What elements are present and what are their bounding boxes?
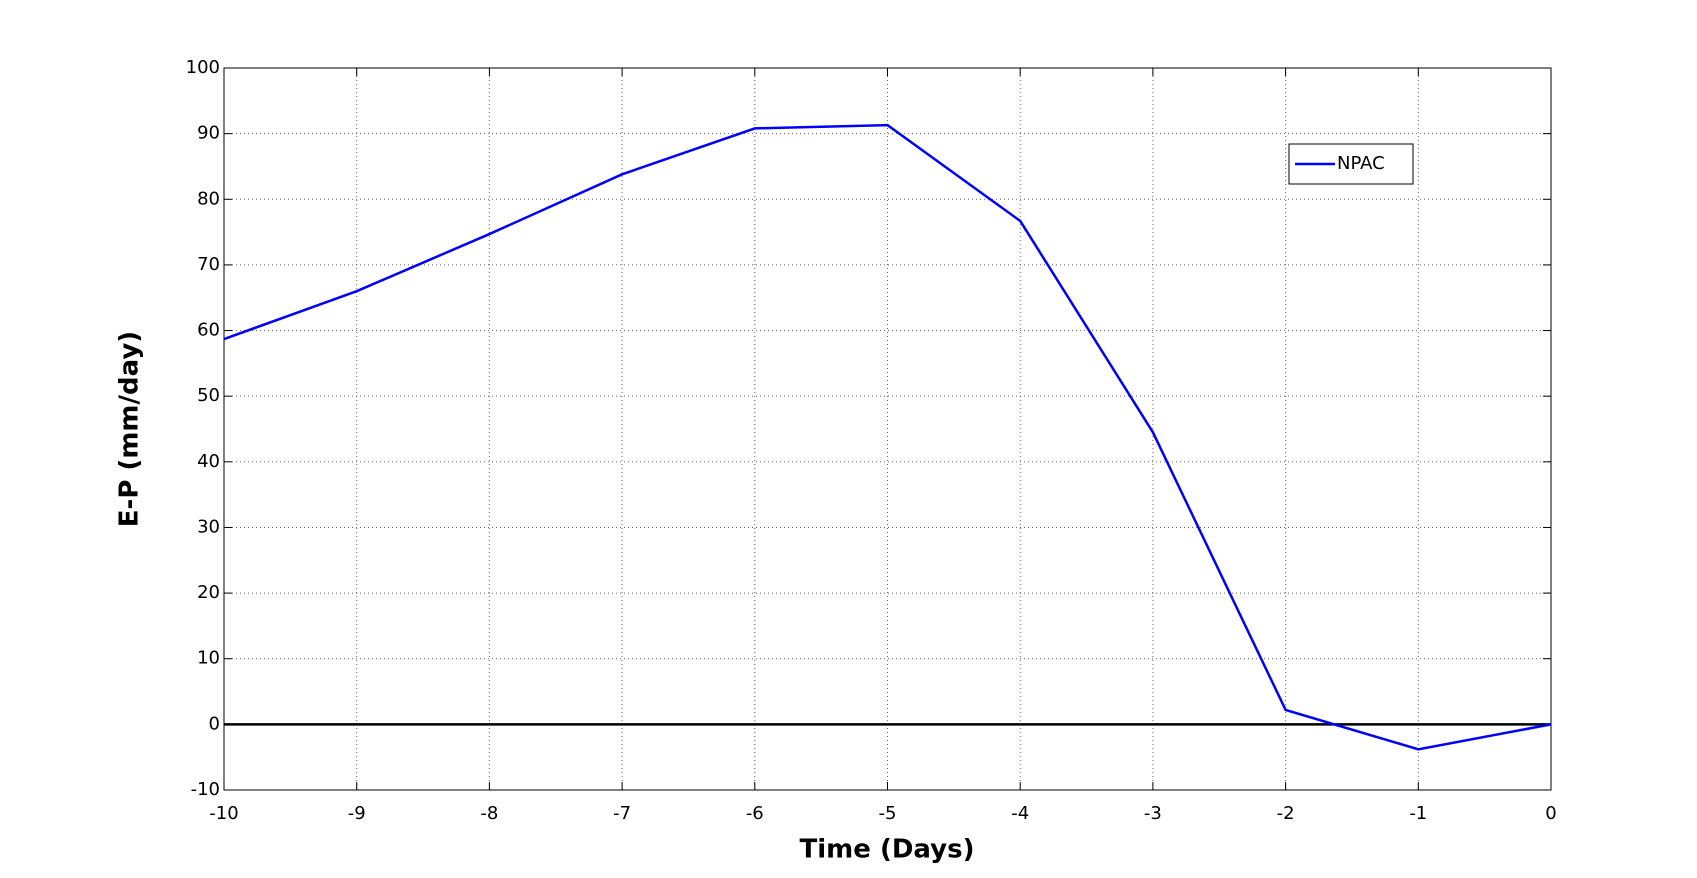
y-tick-label: 0 bbox=[209, 713, 220, 734]
y-tick-label: 100 bbox=[186, 57, 220, 78]
y-tick-label: 90 bbox=[197, 123, 220, 144]
y-tick-label: 50 bbox=[197, 385, 220, 406]
plot-frame bbox=[223, 67, 1552, 791]
y-axis-label: E-P (mm/day) bbox=[115, 331, 145, 527]
y-tick-label: 30 bbox=[197, 516, 220, 537]
x-tick-label: -2 bbox=[1277, 803, 1295, 824]
x-tick-label: -4 bbox=[1011, 803, 1029, 824]
x-tick-label: -5 bbox=[879, 803, 897, 824]
x-tick-label: 0 bbox=[1545, 803, 1556, 824]
y-tick-label: 10 bbox=[197, 648, 220, 669]
y-tick-label: 80 bbox=[197, 188, 220, 209]
x-tick-label: -3 bbox=[1144, 803, 1162, 824]
x-tick-label: -6 bbox=[746, 803, 764, 824]
y-tick-label: 20 bbox=[197, 582, 220, 603]
x-tick-label: -7 bbox=[613, 803, 631, 824]
legend-label: NPAC bbox=[1337, 153, 1385, 174]
y-tick-label: 40 bbox=[197, 451, 220, 472]
x-tick-label: -8 bbox=[480, 803, 498, 824]
x-tick-label: -1 bbox=[1409, 803, 1427, 824]
y-tick-label: -10 bbox=[191, 779, 220, 800]
y-tick-label: 60 bbox=[197, 320, 220, 341]
x-tick-label: -10 bbox=[209, 803, 238, 824]
x-tick-label: -9 bbox=[348, 803, 366, 824]
x-axis-label: Time (Days) bbox=[800, 835, 975, 865]
line-series bbox=[223, 123, 1552, 751]
y-tick-label: 70 bbox=[197, 254, 220, 275]
